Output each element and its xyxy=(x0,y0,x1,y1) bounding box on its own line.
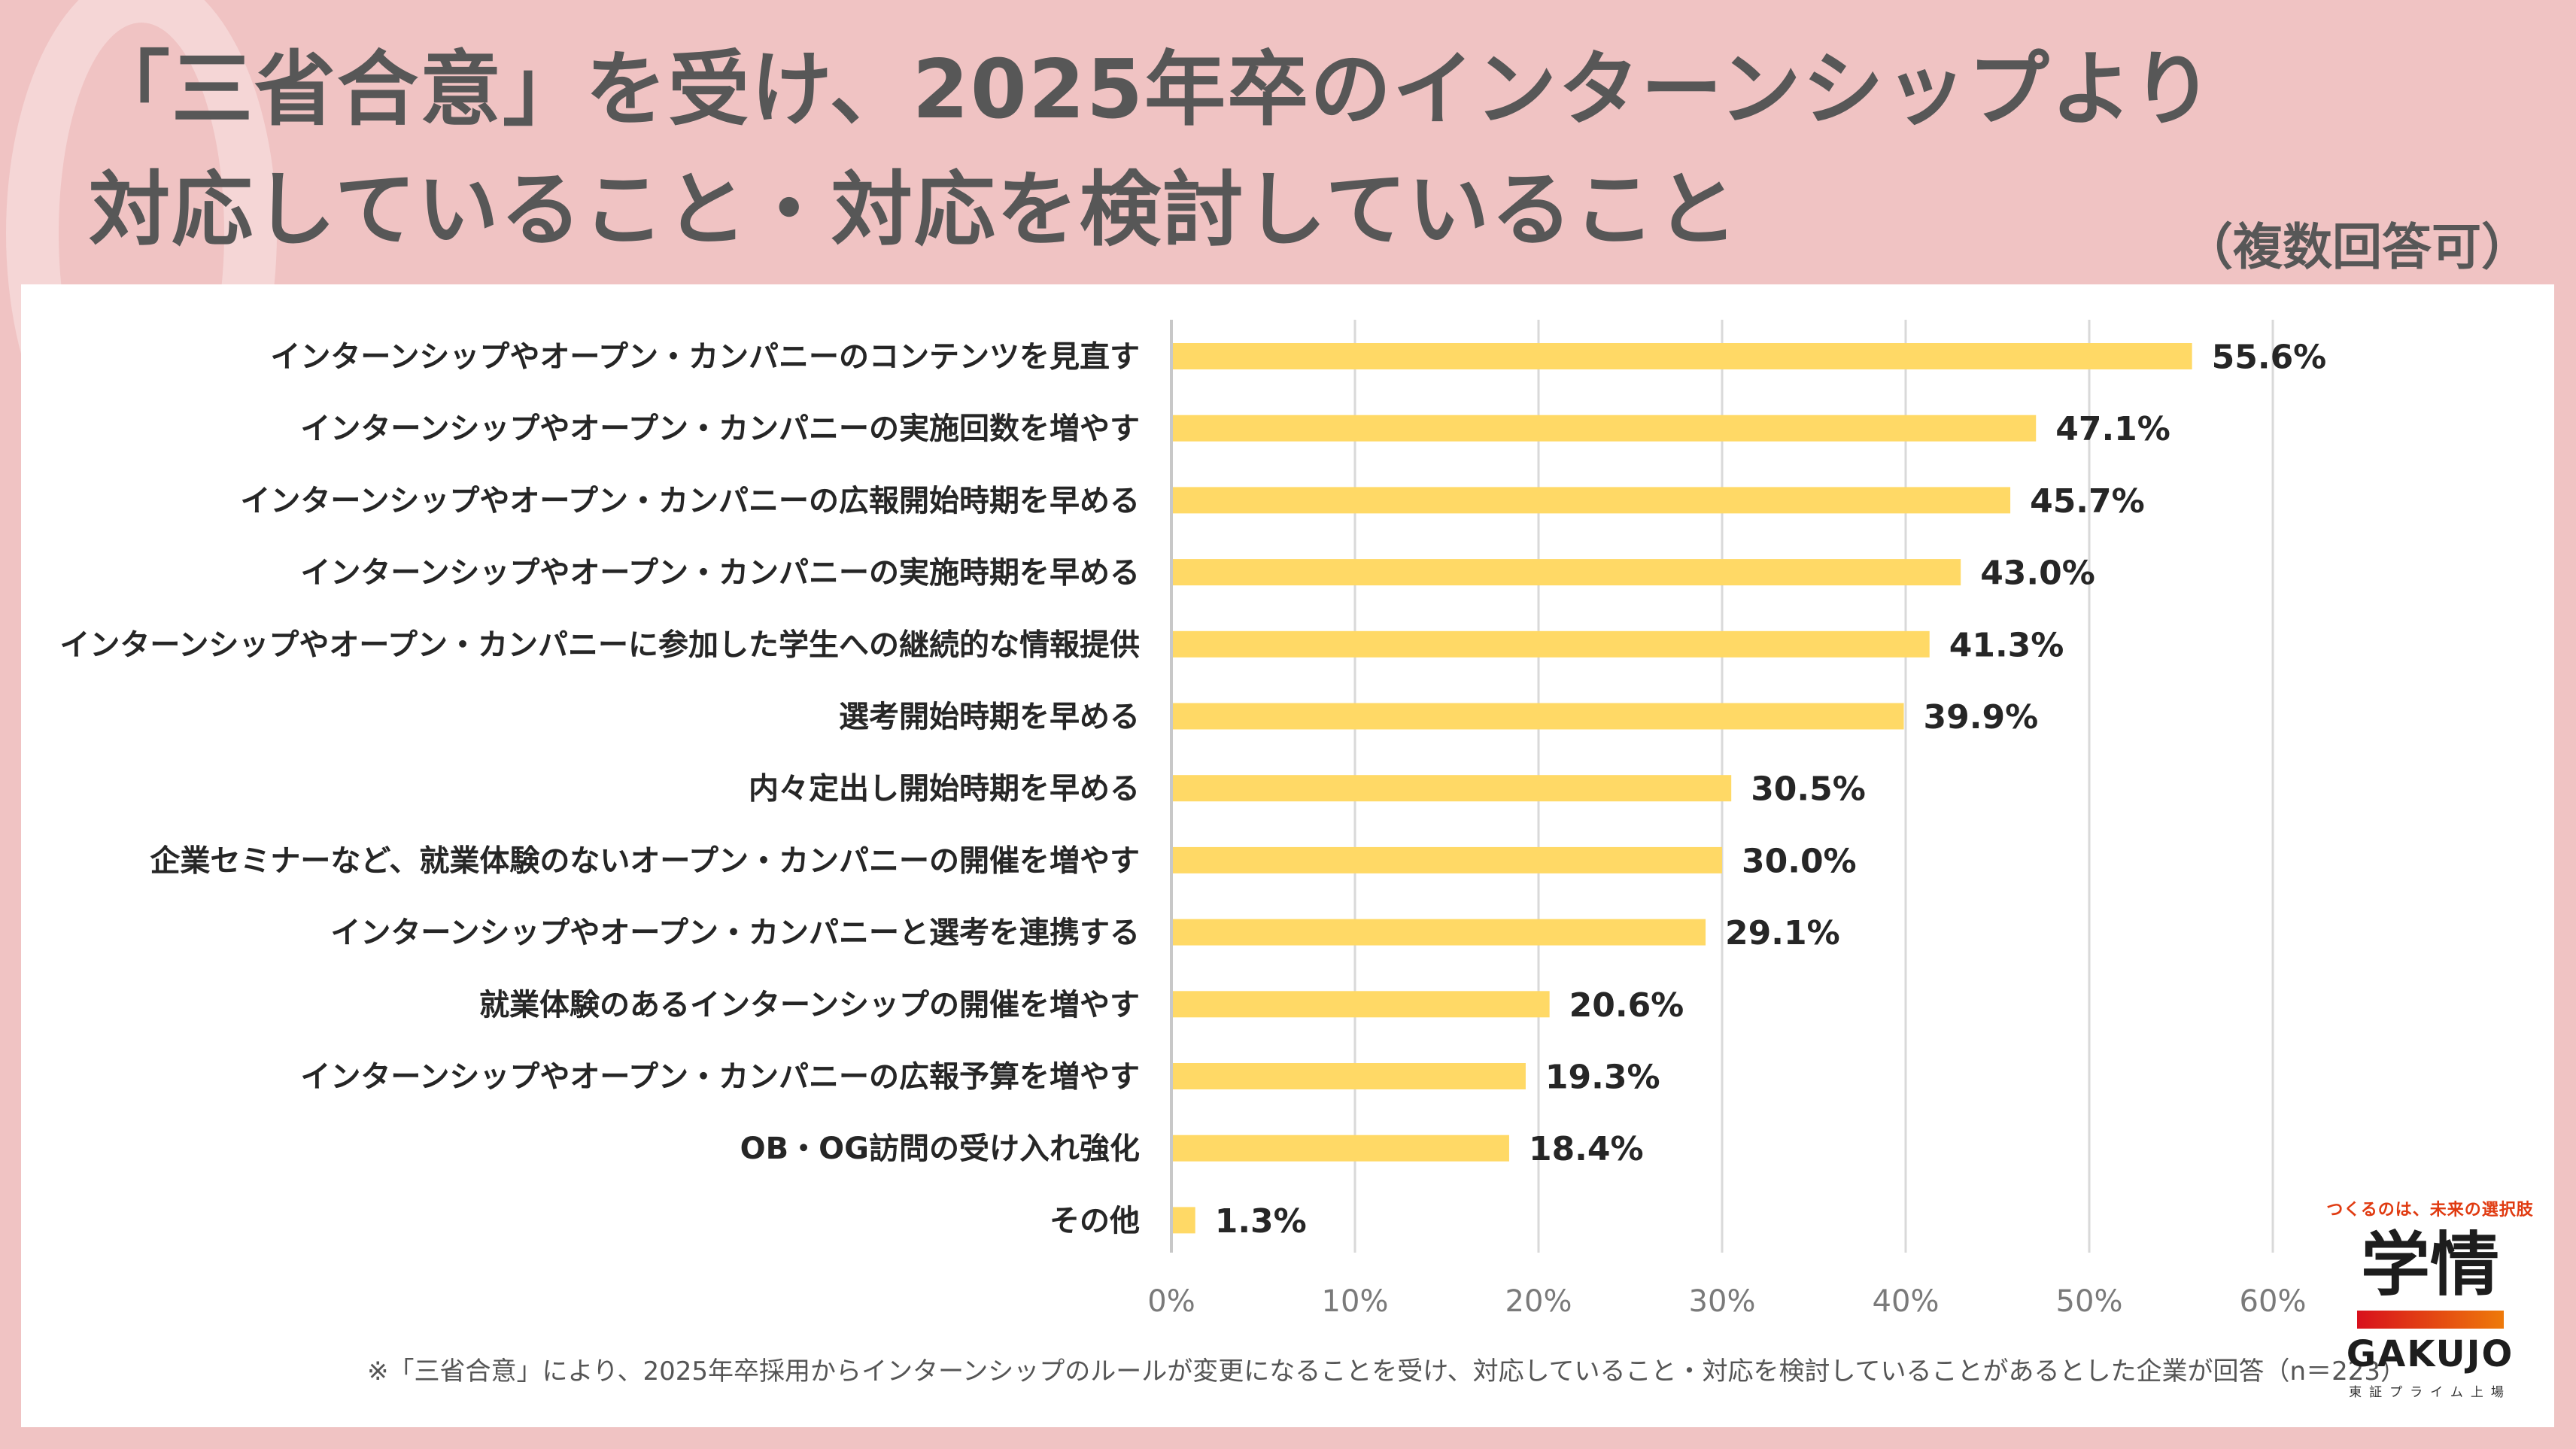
value-label: 39.9% xyxy=(1924,698,2039,737)
footnote: ※「三省合意」により、2025年卒採用からインターンシップのルールが変更になるこ… xyxy=(367,1356,2406,1387)
x-tick-label: 30% xyxy=(1689,1284,1756,1319)
title-line-2: 対応していること・対応を検討していること xyxy=(89,163,1739,257)
bar-chart: インターンシップやオープン・カンパニーのコンテンツを見直すインターンシップやオー… xyxy=(59,320,2327,1319)
category-labels: インターンシップやオープン・カンパニーのコンテンツを見直すインターンシップやオー… xyxy=(59,340,1140,1238)
value-label: 43.0% xyxy=(1980,554,2095,593)
bar xyxy=(1173,919,1706,946)
logo-tagline: つくるのは、未来の選択肢 xyxy=(2326,1201,2534,1220)
logo-kanji: 学情 xyxy=(2360,1225,2499,1305)
bar xyxy=(1173,487,2011,514)
bar xyxy=(1173,991,1550,1018)
x-tick-label: 60% xyxy=(2240,1284,2307,1319)
x-tick-labels: 0% 10% 20% 30% 40% 50% 60% xyxy=(1147,1284,2306,1319)
category-label: インターンシップやオープン・カンパニーの広報予算を増やす xyxy=(300,1060,1140,1095)
category-label: インターンシップやオープン・カンパニーに参加した学生への継続的な情報提供 xyxy=(59,627,1140,662)
category-label: インターンシップやオープン・カンパニーのコンテンツを見直す xyxy=(270,340,1140,375)
multiple-answer-note: （複数回答可） xyxy=(2183,218,2531,276)
x-tick-label: 0% xyxy=(1147,1284,1195,1319)
value-label: 20.6% xyxy=(1569,986,1684,1025)
value-labels: 55.6% 47.1% 45.7% 43.0% 41.3% 39.9% 30.5% 30.0%… xyxy=(1215,339,2327,1241)
value-label: 30.5% xyxy=(1751,770,1866,809)
bar xyxy=(1173,703,1904,730)
title-line-1: 「三省合意」を受け、2025年卒のインターンシップより xyxy=(89,43,2215,137)
category-label: 就業体験のあるインターンシップの開催を増やす xyxy=(479,988,1140,1022)
category-label: その他 xyxy=(1050,1204,1140,1238)
page-title: 「三省合意」を受け、2025年卒のインターンシップより 対応していること・対応を… xyxy=(89,30,2215,271)
bar xyxy=(1173,775,1732,802)
category-label: インターンシップやオープン・カンパニーの広報開始時期を早める xyxy=(240,484,1140,518)
x-tick-label: 40% xyxy=(1873,1284,1940,1319)
category-label: インターンシップやオープン・カンパニーと選考を連携する xyxy=(330,916,1140,950)
value-label: 30.0% xyxy=(1742,842,1857,880)
category-label: 企業セミナーなど、就業体験のないオープン・カンパニーの開催を増やす xyxy=(150,843,1140,878)
value-label: 18.4% xyxy=(1529,1130,1644,1168)
x-tick-label: 10% xyxy=(1322,1284,1389,1319)
category-label: 内々定出し開始時期を早める xyxy=(749,772,1140,807)
x-tick-label: 50% xyxy=(2056,1284,2123,1319)
bars xyxy=(1173,343,2192,1234)
value-label: 41.3% xyxy=(1949,626,2064,664)
bar xyxy=(1173,415,2037,442)
chart-panel: インターンシップやオープン・カンパニーのコンテンツを見直すインターンシップやオー… xyxy=(21,284,2554,1427)
bar xyxy=(1173,1135,1509,1162)
bar xyxy=(1173,1063,1526,1089)
bar xyxy=(1173,559,1961,586)
value-label: 55.6% xyxy=(2212,339,2327,377)
bar xyxy=(1173,1207,1195,1234)
category-label: 選考開始時期を早める xyxy=(839,700,1140,734)
bar xyxy=(1173,343,2192,369)
value-label: 1.3% xyxy=(1215,1202,1307,1241)
value-label: 45.7% xyxy=(2030,482,2145,521)
category-label: インターンシップやオープン・カンパニーの実施時期を早める xyxy=(300,556,1140,591)
logo-subtitle: 東証プライム上場 xyxy=(2349,1385,2511,1400)
bar xyxy=(1173,630,1930,658)
value-label: 47.1% xyxy=(2055,410,2170,448)
logo-brand: GAKUJO xyxy=(2346,1333,2514,1375)
x-tick-label: 20% xyxy=(1505,1284,1572,1319)
value-label: 19.3% xyxy=(1545,1059,1660,1097)
category-label: OB・OG訪問の受け入れ強化 xyxy=(740,1132,1140,1166)
bar xyxy=(1173,846,1722,873)
gakujo-logo: つくるのは、未来の選択肢 学情 GAKUJO 東証プライム上場 xyxy=(2317,1196,2543,1400)
value-label: 29.1% xyxy=(1725,914,1840,952)
logo-gradient-bar xyxy=(2356,1311,2504,1329)
category-label: インターンシップやオープン・カンパニーの実施回数を増やす xyxy=(300,412,1140,446)
